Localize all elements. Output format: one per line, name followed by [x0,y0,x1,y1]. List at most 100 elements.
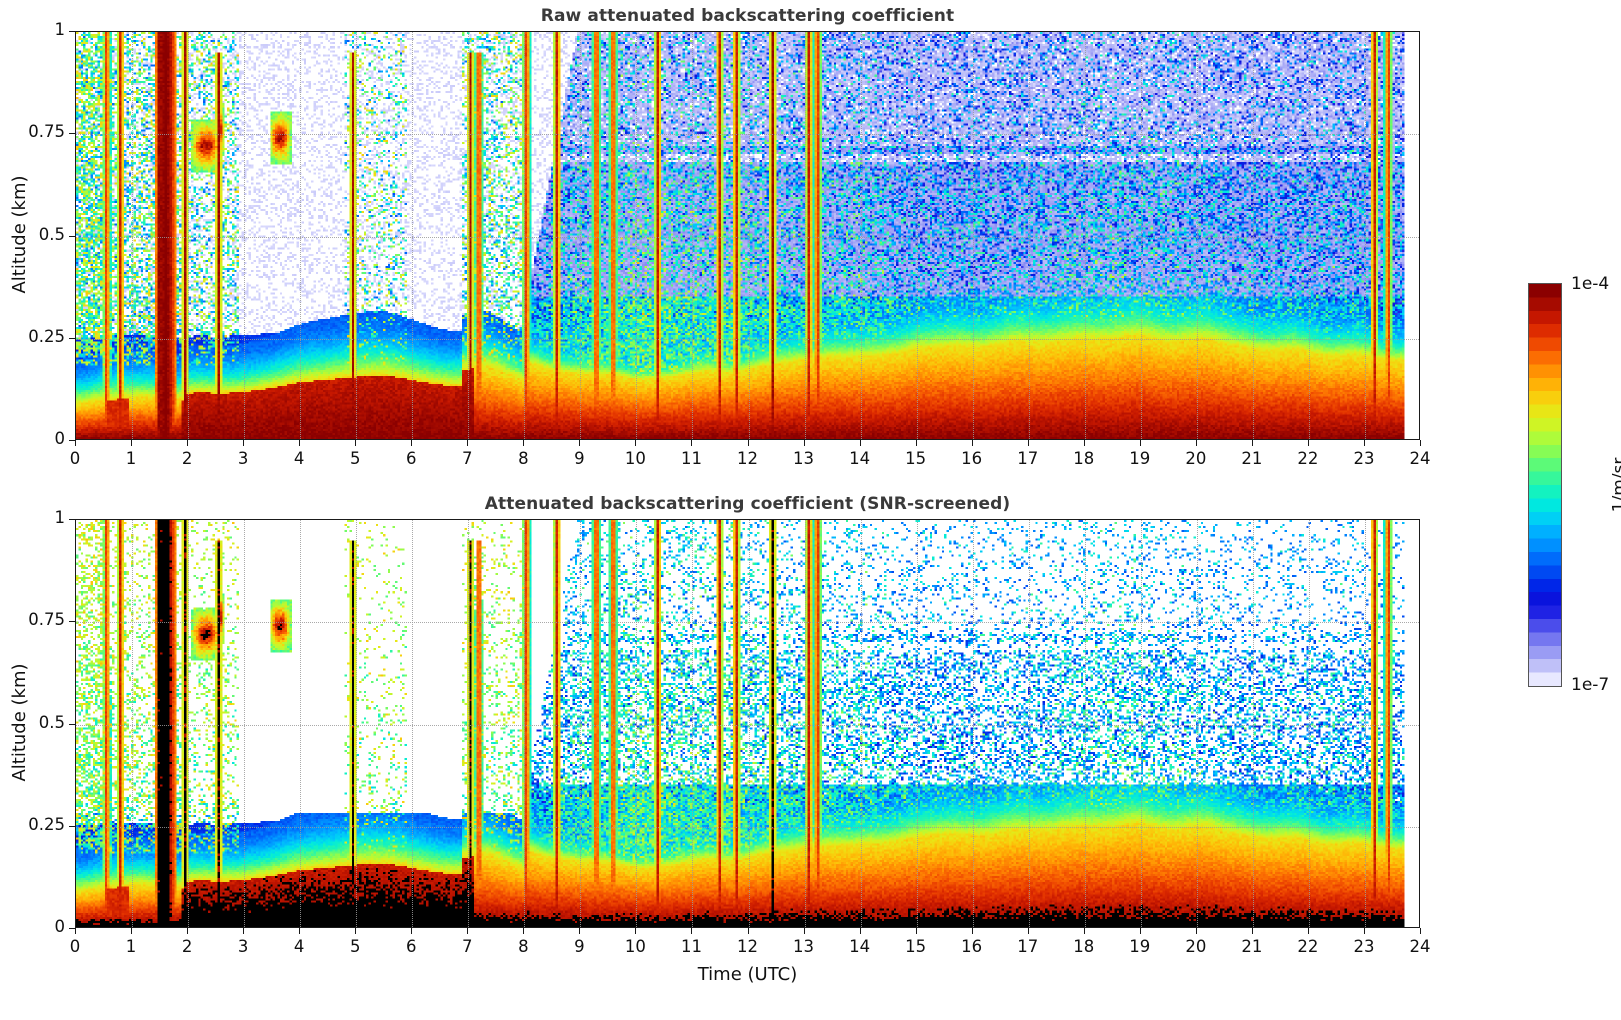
x-axis-tick-label: 3 [237,449,249,468]
x-axis-tick-label: 16 [961,937,983,956]
x-axis-tick [1363,928,1365,934]
x-axis-tick-label: 22 [1297,449,1319,468]
x-axis-tick [1307,928,1309,934]
x-axis-tick [915,440,917,446]
y-axis-tick [69,235,75,237]
x-axis-tick-label: 16 [961,449,983,468]
x-axis-tick-label: 6 [406,937,417,956]
y-axis-tick [69,928,75,929]
y-axis-tick [69,723,75,725]
y-axis-tick-label: 0.25 [28,326,65,346]
x-axis-tick-label: 2 [181,449,193,468]
x-axis-tick-label: 4 [293,937,305,956]
x-axis-tick-label: 19 [1129,449,1151,468]
x-axis-tick-label: 13 [793,449,815,468]
x-axis-tick-label: 17 [1017,937,1039,956]
x-axis-tick [1251,928,1253,934]
x-axis-tick-label: 9 [574,937,585,956]
x-axis-tick-label: 10 [624,937,646,956]
x-axis-tick-label: 8 [518,937,529,956]
x-axis-tick [859,440,861,446]
y-axis-tick-label: 0.5 [38,712,65,732]
x-axis-tick [523,440,525,446]
x-axis-tick [915,928,917,934]
x-axis-tick [75,440,76,446]
x-axis-tick-label: 24 [1409,937,1431,956]
x-axis-tick-label: 20 [1185,937,1207,956]
x-axis-tick-label: 10 [624,449,646,468]
x-axis-tick [243,440,245,446]
x-axis-tick [411,928,413,934]
x-axis-tick [1139,928,1141,934]
x-axis-tick [971,440,973,446]
x-axis-tick [299,440,301,446]
x-axis-tick-label: 21 [1241,937,1263,956]
x-axis-tick [579,928,581,934]
x-axis-tick-label: 4 [293,449,305,468]
x-axis-tick [1083,440,1085,446]
x-axis-tick-label: 2 [181,937,193,956]
x-axis-tick [1195,928,1197,934]
x-axis-tick [299,928,301,934]
x-axis-tick [803,928,805,934]
panel-title-screened: Attenuated backscattering coefficient (S… [484,494,1011,514]
x-axis-tick-label: 14 [849,937,871,956]
y-axis-tick [69,621,75,623]
x-axis-tick [1420,440,1421,446]
x-axis-tick [1251,440,1253,446]
x-axis-tick-label: 15 [905,937,927,956]
x-axis-tick [355,928,357,934]
colorbar[interactable] [1528,283,1562,687]
heatmap-panel-raw[interactable] [75,31,1420,440]
x-axis-tick-label: 11 [680,449,702,468]
x-axis-tick-label: 7 [462,449,473,468]
x-axis-tick-label: 23 [1353,449,1375,468]
x-axis-tick-label: 11 [680,937,702,956]
y-axis-tick-label: 0.75 [28,122,65,142]
x-axis-tick-label: 23 [1353,937,1375,956]
x-axis-tick [1027,440,1029,446]
x-axis-tick [1027,928,1029,934]
x-axis-title: Time (UTC) [697,964,798,985]
x-axis-tick [971,928,973,934]
x-axis-tick-label: 0 [69,937,81,956]
x-axis-tick-label: 18 [1073,449,1095,468]
y-axis-tick [69,337,75,339]
x-axis-tick [355,440,357,446]
x-axis-tick-label: 1 [125,449,137,468]
y-axis-tick-label: 0.5 [38,224,65,244]
x-axis-tick [1083,928,1085,934]
x-axis-tick-label: 7 [462,937,473,956]
heatmap-panel-screened[interactable] [75,519,1420,928]
y-axis-tick-label: 0.25 [28,814,65,834]
x-axis-tick [523,928,525,934]
y-axis-tick-label: 0 [54,429,66,448]
colorbar-title: 1/m/sr [1609,457,1621,513]
x-axis-tick-label: 24 [1409,449,1431,468]
x-axis-tick-label: 20 [1185,449,1207,468]
x-axis-tick [1420,928,1421,934]
x-axis-tick [635,928,637,934]
x-axis-tick-label: 18 [1073,937,1095,956]
x-axis-tick-label: 22 [1297,937,1319,956]
x-axis-tick [467,928,469,934]
x-axis-tick [131,440,133,446]
x-axis-tick-label: 17 [1017,449,1039,468]
x-axis-tick-label: 9 [574,449,585,468]
y-axis-tick-label: 1 [54,508,66,527]
x-axis-tick [1195,440,1197,446]
x-axis-tick [803,440,805,446]
x-axis-tick [1363,440,1365,446]
x-axis-tick [579,440,581,446]
x-axis-tick-label: 6 [406,449,417,468]
x-axis-tick [467,440,469,446]
x-axis-tick-label: 5 [349,937,361,956]
x-axis-tick-label: 12 [737,937,758,956]
x-axis-tick [859,928,861,934]
panel-title-raw: Raw attenuated backscattering coefficien… [540,6,955,26]
x-axis-tick [635,440,637,446]
x-axis-tick [691,928,693,934]
x-axis-tick [75,928,76,934]
x-axis-tick-label: 14 [849,449,871,468]
